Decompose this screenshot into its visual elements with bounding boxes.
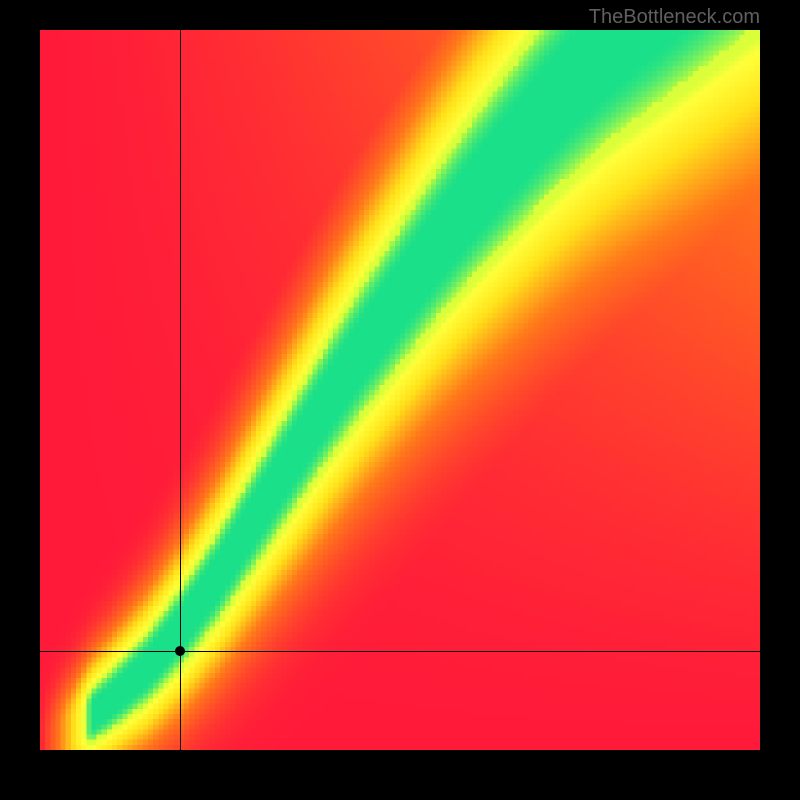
- crosshair-horizontal-line: [40, 651, 760, 652]
- heatmap-plot-area: [40, 30, 760, 750]
- watermark-text: TheBottleneck.com: [589, 6, 760, 29]
- crosshair-vertical-line: [180, 30, 181, 750]
- heatmap-canvas: [40, 30, 760, 750]
- crosshair-marker-dot: [175, 646, 185, 656]
